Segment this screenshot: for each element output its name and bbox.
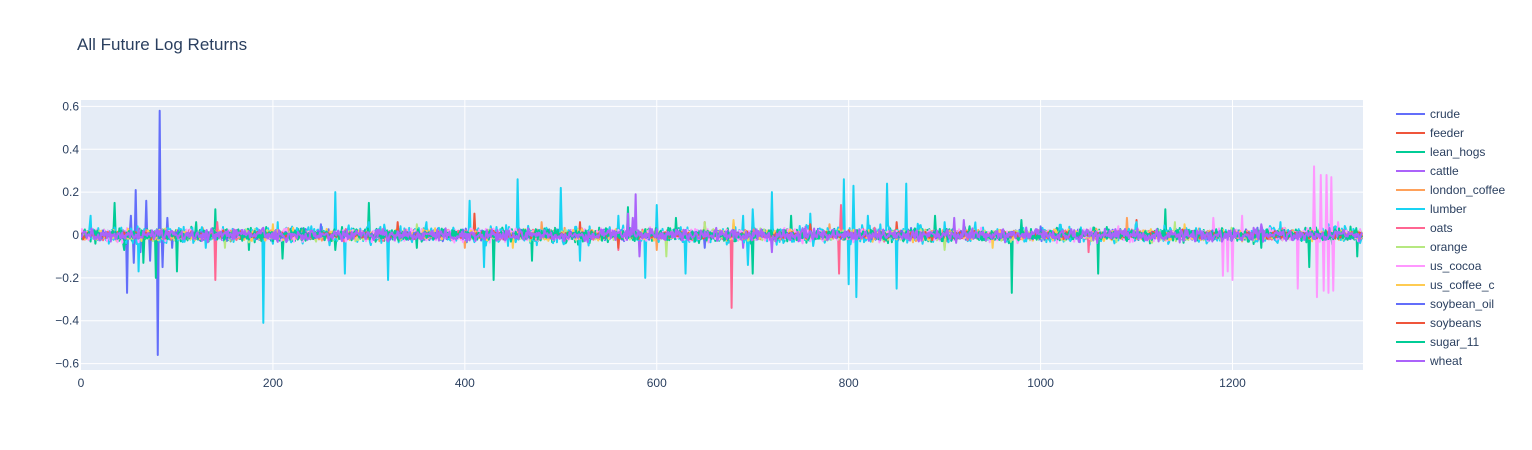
y-tick-label: −0.4 xyxy=(55,314,79,328)
legend-item-cattle[interactable]: cattle xyxy=(1396,164,1459,178)
series-line-wheat xyxy=(81,216,1363,254)
x-tick-label: 400 xyxy=(455,376,475,390)
legend-label: lumber xyxy=(1430,202,1467,216)
legend-label: crude xyxy=(1430,107,1460,121)
y-tick-label: −0.2 xyxy=(55,271,79,285)
legend-item-soybeans[interactable]: soybeans xyxy=(1396,316,1481,330)
x-tick-label: 1000 xyxy=(1027,376,1054,390)
legend-item-us-cocoa[interactable]: us_cocoa xyxy=(1396,259,1482,273)
legend-item-oats[interactable]: oats xyxy=(1396,221,1453,235)
legend-item-us-coffee-c[interactable]: us_coffee_c xyxy=(1396,278,1495,292)
series-lines xyxy=(81,109,1363,356)
legend-item-london-coffee[interactable]: london_coffee xyxy=(1396,183,1506,197)
legend-label: us_coffee_c xyxy=(1430,278,1495,292)
legend-item-feeder[interactable]: feeder xyxy=(1396,126,1464,140)
x-tick-label: 800 xyxy=(839,376,859,390)
legend-label: oats xyxy=(1430,221,1453,235)
legend-item-lumber[interactable]: lumber xyxy=(1396,202,1467,216)
legend-item-crude[interactable]: crude xyxy=(1396,107,1460,121)
legend-item-wheat[interactable]: wheat xyxy=(1396,354,1463,368)
y-tick-label: 0.4 xyxy=(62,142,79,156)
legend-item-sugar-11[interactable]: sugar_11 xyxy=(1396,335,1479,349)
legend-label: wheat xyxy=(1429,354,1463,368)
x-tick-label: 1200 xyxy=(1219,376,1246,390)
grid-lines xyxy=(81,100,1363,370)
legend-label: london_coffee xyxy=(1430,183,1506,197)
x-tick-label: 200 xyxy=(263,376,283,390)
legend-label: sugar_11 xyxy=(1430,335,1479,349)
x-tick-label: 0 xyxy=(78,376,85,390)
y-tick-label: 0 xyxy=(72,228,79,242)
legend-label: us_cocoa xyxy=(1430,259,1482,273)
legend-label: cattle xyxy=(1430,164,1459,178)
x-axis-ticks: 0 200 400 600 800 1000 1200 xyxy=(78,376,1247,390)
legend-item-orange[interactable]: orange xyxy=(1396,240,1468,254)
legend-label: soybean_oil xyxy=(1430,297,1494,311)
legend-label: orange xyxy=(1430,240,1468,254)
x-tick-label: 600 xyxy=(647,376,667,390)
legend-label: soybeans xyxy=(1430,316,1481,330)
legend-label: lean_hogs xyxy=(1430,145,1485,159)
y-tick-label: 0.2 xyxy=(62,185,79,199)
y-tick-label: −0.6 xyxy=(55,357,79,371)
y-tick-label: 0.6 xyxy=(62,99,79,113)
chart-title: All Future Log Returns xyxy=(77,35,247,54)
legend-item-lean-hogs[interactable]: lean_hogs xyxy=(1396,145,1485,159)
y-axis-ticks: −0.6 −0.4 −0.2 0 0.2 0.4 0.6 xyxy=(55,99,79,370)
legend-label: feeder xyxy=(1430,126,1464,140)
legend-item-soybean-oil[interactable]: soybean_oil xyxy=(1396,297,1494,311)
